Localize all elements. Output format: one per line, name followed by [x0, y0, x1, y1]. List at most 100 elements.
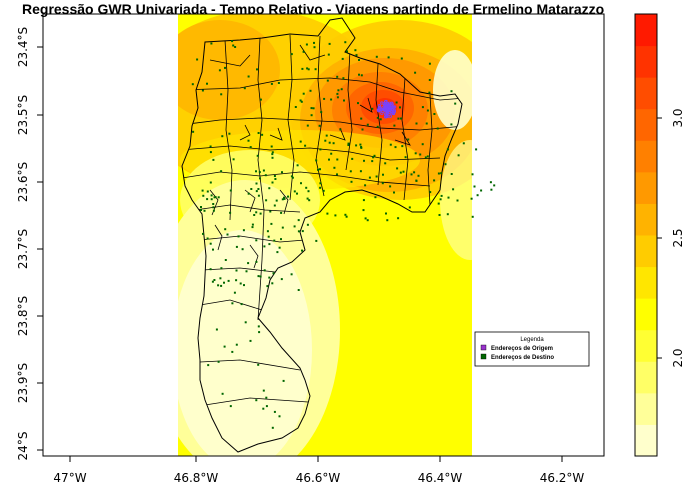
destination-point: [271, 151, 274, 154]
y-tick-label: 23.9°S: [16, 363, 30, 403]
destination-point: [490, 188, 493, 191]
destination-point: [280, 238, 282, 241]
destination-point: [446, 213, 449, 216]
destination-point: [209, 151, 212, 154]
destination-point: [217, 360, 220, 363]
destination-point: [300, 182, 302, 185]
destination-point: [355, 144, 358, 147]
destination-point: [253, 214, 256, 216]
origin-point: [377, 104, 381, 108]
destination-point: [266, 230, 269, 233]
destination-point: [302, 50, 305, 53]
destination-point: [212, 248, 214, 251]
destination-point: [278, 415, 281, 418]
destination-point: [346, 50, 348, 53]
destination-point: [452, 188, 455, 191]
destination-point: [257, 188, 260, 190]
destination-point: [339, 128, 342, 131]
destination-point: [349, 170, 352, 173]
destination-point: [231, 302, 234, 305]
destination-point: [354, 49, 357, 52]
destination-point: [421, 143, 424, 146]
origin-point: [385, 112, 389, 116]
x-tick-label: 47°W: [53, 471, 86, 485]
destination-point: [319, 168, 321, 171]
destination-point: [389, 143, 392, 146]
destination-point: [212, 206, 215, 209]
destination-point: [270, 145, 273, 148]
color-scale-band: [635, 203, 657, 236]
color-scale-band: [635, 108, 657, 141]
destination-point: [221, 135, 224, 138]
origin-point: [377, 109, 381, 113]
destination-point: [313, 46, 316, 49]
destination-point: [299, 99, 302, 102]
destination-point: [235, 279, 238, 282]
color-scale-band: [635, 171, 657, 204]
destination-point: [233, 291, 236, 294]
destination-point: [336, 173, 338, 176]
destination-point: [364, 184, 367, 187]
destination-point: [280, 211, 283, 214]
origin-point: [387, 110, 392, 115]
destination-point: [297, 219, 300, 222]
destination-point: [257, 194, 260, 197]
destination-point: [396, 167, 399, 170]
map-title: Regressão GWR Univariada - Tempo Relativ…: [22, 1, 605, 17]
destination-point: [274, 178, 277, 180]
destination-point: [290, 53, 293, 56]
legend-item-origin: Endereços de Origem: [491, 346, 553, 352]
destination-point: [327, 53, 330, 56]
destination-point: [191, 83, 194, 86]
destination-point: [227, 279, 230, 282]
destination-point: [417, 174, 420, 177]
destination-point: [251, 223, 254, 226]
destination-point: [218, 69, 221, 72]
destination-point: [242, 229, 245, 232]
destination-point: [209, 181, 212, 184]
destination-point: [415, 179, 418, 182]
destination-point: [480, 189, 483, 192]
origin-points: [376, 99, 397, 119]
color-scale-band: [635, 266, 657, 299]
destination-point: [475, 148, 478, 151]
destination-point: [220, 284, 223, 287]
destination-point: [440, 194, 443, 197]
destination-point: [196, 58, 199, 61]
destination-point: [217, 196, 220, 199]
origin-point: [390, 106, 394, 110]
destination-point: [415, 122, 418, 125]
destination-point: [257, 363, 260, 366]
origin-point: [380, 111, 384, 115]
destination-point: [273, 175, 276, 177]
destination-point: [273, 204, 276, 207]
destination-point: [344, 41, 347, 44]
destination-point: [200, 206, 202, 208]
destination-point: [306, 124, 309, 127]
destination-point: [347, 144, 350, 146]
destination-point: [323, 97, 326, 100]
x-tick-label: 46.8°W: [174, 471, 219, 485]
destination-point: [387, 56, 390, 59]
destination-point: [462, 142, 465, 145]
destination-point: [261, 133, 264, 136]
destination-point: [290, 175, 293, 178]
destination-point: [306, 67, 309, 70]
destination-point: [262, 389, 265, 392]
destination-point: [393, 191, 395, 194]
destination-point: [414, 71, 417, 74]
destination-point: [202, 232, 204, 235]
x-tick-label: 46.6°W: [296, 471, 341, 485]
destination-point: [270, 222, 273, 225]
destination-point: [351, 157, 354, 160]
destination-point: [419, 153, 422, 156]
destination-point: [224, 259, 227, 261]
destination-point: [247, 192, 250, 195]
destination-point: [301, 67, 304, 70]
destination-point: [433, 179, 436, 182]
destination-point: [358, 59, 360, 61]
destination-point: [206, 82, 208, 85]
color-scale-band: [635, 329, 657, 362]
destination-point: [296, 164, 299, 167]
destination-point: [308, 199, 311, 202]
